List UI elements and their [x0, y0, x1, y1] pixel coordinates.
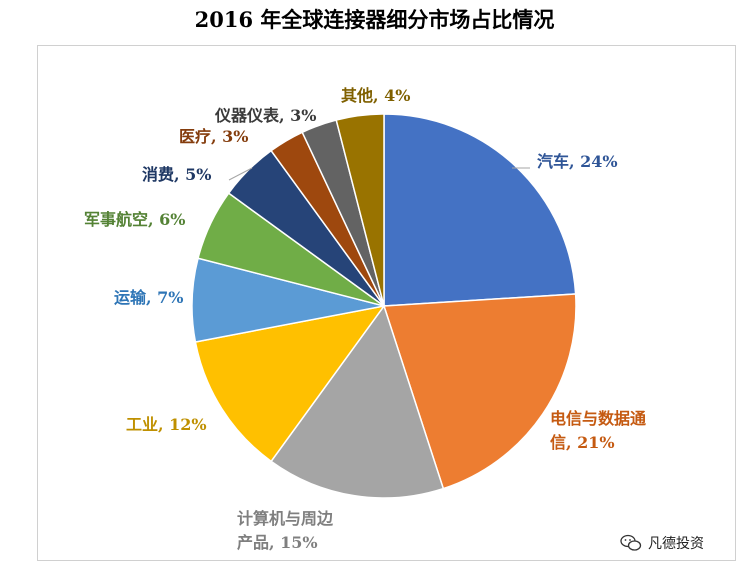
watermark: 凡德投资 — [620, 532, 704, 554]
chart-title: 2016 年全球连接器细分市场占比情况 — [194, 7, 555, 32]
pie-slice-2 — [270, 304, 445, 499]
pie-slice-0 — [383, 113, 577, 307]
chart-frame — [37, 45, 736, 561]
slice-label-5: 军事航空, 6% — [84, 210, 185, 229]
leader-line-6 — [228, 167, 253, 181]
slice-label-6: 消费, 5% — [142, 165, 211, 184]
slice-label-3: 工业, 12% — [126, 415, 207, 434]
pie-slice-1 — [382, 293, 577, 490]
slice-label-9: 其他, 4% — [341, 86, 410, 105]
slice-label-1: 电信与数据通信, 21% — [550, 409, 646, 452]
slice-label-2: 计算机与周边产品, 15% — [237, 509, 334, 552]
watermark-text: 凡德投资 — [648, 536, 704, 552]
slice-label-7: 医疗, 3% — [179, 127, 248, 146]
slice-label-0: 汽车, 24% — [537, 152, 618, 171]
slice-label-4: 运输, 7% — [114, 288, 183, 307]
slice-label-8: 仪器仪表, 3% — [214, 106, 316, 125]
pie-slice-9 — [335, 113, 385, 307]
wechat-icon — [620, 534, 642, 551]
pie-slice-3 — [194, 304, 386, 463]
